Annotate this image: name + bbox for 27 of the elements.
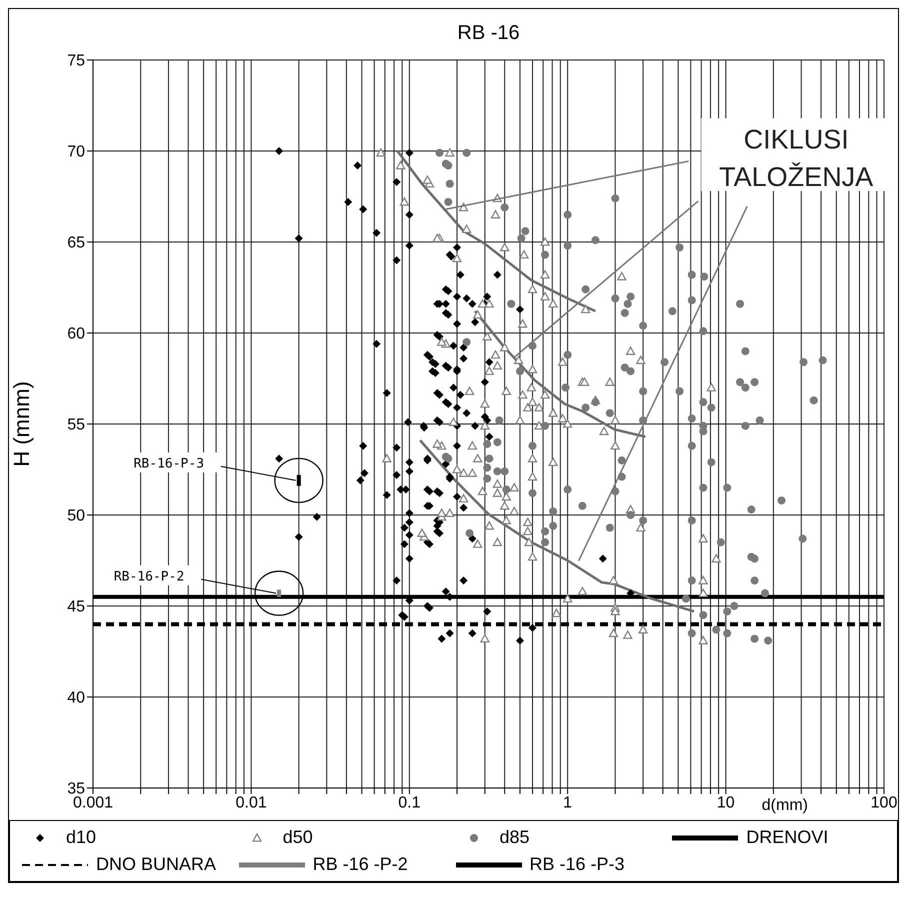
x-tick-label: 100 bbox=[870, 794, 898, 812]
y-tick-label: 60 bbox=[67, 326, 86, 343]
x-tick-label: 1 bbox=[563, 794, 572, 812]
y-tick-label: 45 bbox=[67, 598, 86, 616]
x-tick-label: 0.001 bbox=[72, 794, 114, 812]
annotation: CIKLUSI TALOŽENJA bbox=[719, 124, 874, 192]
y-tick-label: 65 bbox=[67, 234, 86, 252]
legend-label: RB -16 -P-3 bbox=[530, 854, 625, 875]
x-tick-label: 0.1 bbox=[398, 794, 421, 812]
y-tick-label: 70 bbox=[67, 144, 86, 161]
legend-label: RB -16 -P-2 bbox=[312, 854, 408, 875]
legend-label: DRENOVI bbox=[746, 827, 828, 848]
legend-label: d50 bbox=[282, 827, 313, 848]
y-axis-title: H (mnm) bbox=[8, 381, 34, 467]
chart-title: RB -16 bbox=[457, 22, 520, 44]
y-tick-label: 75 bbox=[67, 52, 86, 70]
x-axis-title: d(mm) bbox=[762, 797, 808, 814]
x-tick-label: 10 bbox=[716, 794, 735, 812]
legend-label: d10 bbox=[66, 827, 96, 848]
legend-label: d85 bbox=[500, 827, 530, 848]
legend-label: DNO BUNARA bbox=[96, 854, 216, 875]
annotation: RB-16-P-3 bbox=[134, 456, 204, 472]
y-tick-label: 50 bbox=[67, 508, 86, 525]
annotation: RB-16-P-2 bbox=[114, 569, 184, 584]
x-tick-label: 0.01 bbox=[236, 794, 267, 812]
y-tick-label: 55 bbox=[67, 416, 86, 434]
y-tick-label: 40 bbox=[67, 690, 86, 707]
